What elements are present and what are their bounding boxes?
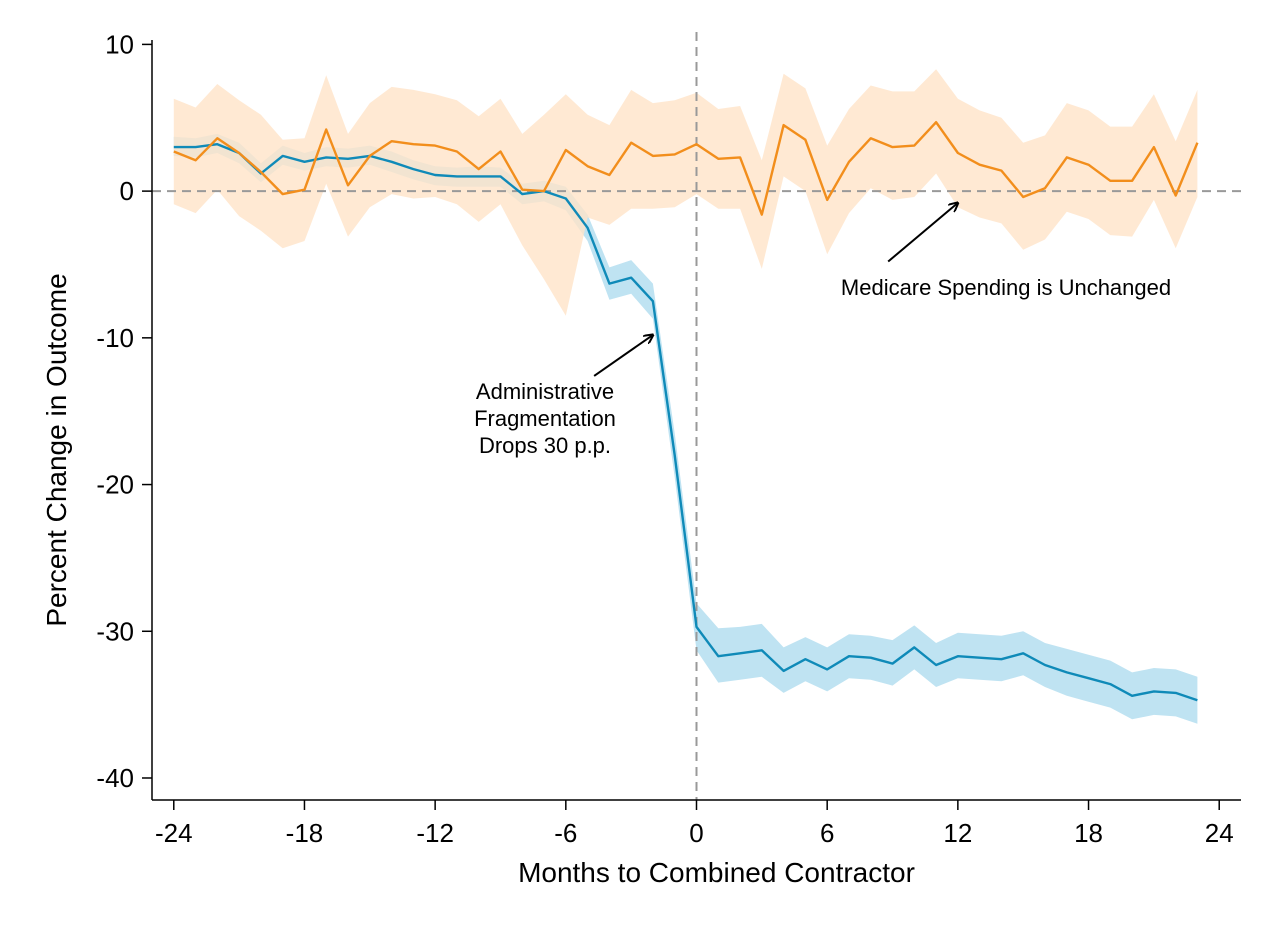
axes: -24 -18 -12 -6 0 6 12 18 24 10 0 -10 -20 -30 -40 (96, 29, 1241, 848)
annotations: Medicare Spending is Unchanged Administra… (474, 203, 1171, 458)
annotation-fragmentation-line: Administrative (476, 379, 614, 404)
x-tick-label: -18 (286, 818, 324, 848)
x-tick-label: 0 (689, 818, 703, 848)
x-tick-label: -12 (416, 818, 454, 848)
confidence-band-1 (173, 133, 1198, 724)
x-tick-label: -24 (155, 818, 193, 848)
x-tick-label: 24 (1205, 818, 1234, 848)
reference-lines (152, 32, 1241, 800)
series-lines (173, 120, 1199, 702)
x-tick-label: -6 (554, 818, 577, 848)
annotation-fragmentation-line: Drops 30 p.p. (479, 433, 611, 458)
series-line-2 (173, 120, 1199, 216)
y-tick-label: 10 (105, 29, 134, 59)
series-line-1 (173, 142, 1198, 702)
y-tick-label: 0 (120, 176, 134, 206)
y-tick-label: -10 (96, 323, 134, 353)
y-tick-label: -20 (96, 470, 134, 500)
y-tick-label: -40 (96, 763, 134, 793)
annotation-medicare: Medicare Spending is Unchanged (841, 275, 1171, 300)
annotation-arrow-medicare (887, 203, 958, 263)
x-tick-label: 18 (1074, 818, 1103, 848)
x-axis-title: Months to Combined Contractor (518, 857, 915, 888)
confidence-bands (173, 69, 1198, 724)
x-tick-label: 6 (820, 818, 834, 848)
annotation-fragmentation-line: Fragmentation (474, 406, 616, 431)
y-axis-title: Percent Change in Outcome (41, 273, 72, 626)
annotation-arrow-fragmentation (593, 335, 653, 377)
x-tick-label: 12 (943, 818, 972, 848)
y-tick-label: -30 (96, 616, 134, 646)
